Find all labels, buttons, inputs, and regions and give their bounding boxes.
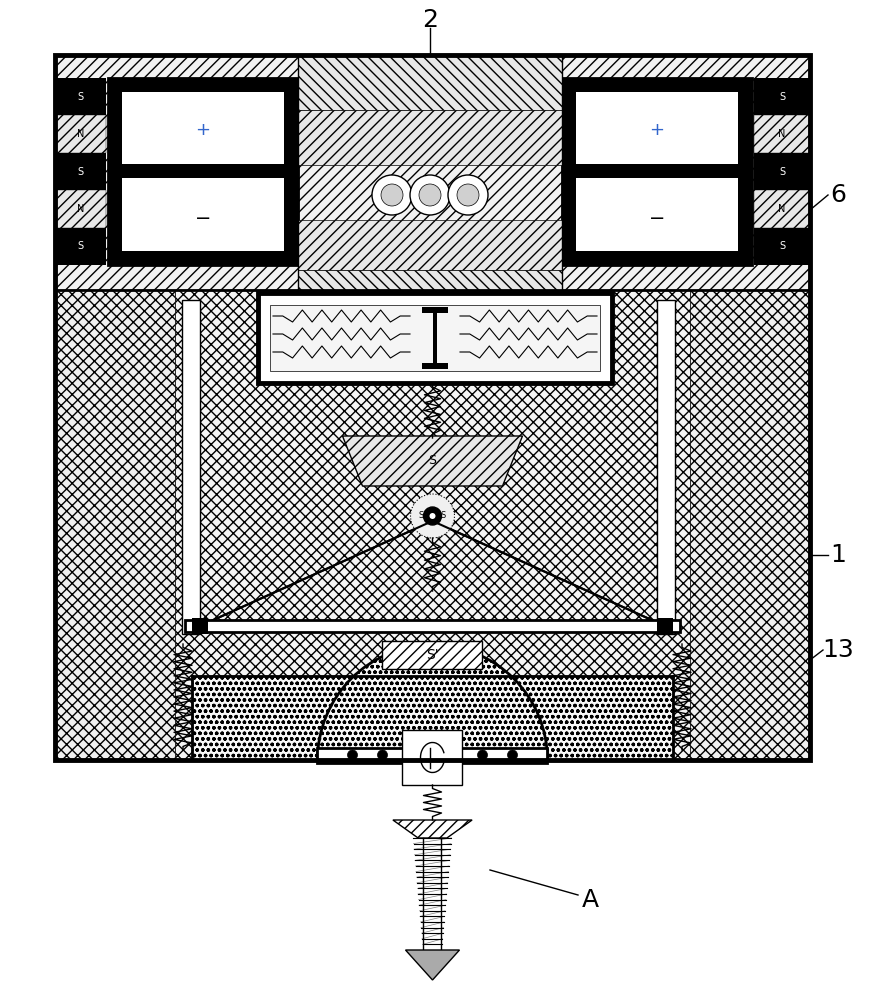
Bar [184, 620, 680, 632]
Bar [575, 92, 738, 164]
Bar [575, 178, 738, 250]
Circle shape [371, 175, 412, 215]
Text: −: − [648, 209, 665, 228]
Bar [402, 730, 462, 785]
Bar [284, 78, 298, 265]
Circle shape [423, 507, 441, 525]
Text: 2: 2 [421, 8, 437, 32]
Bar [191, 618, 208, 634]
Text: 13: 13 [821, 638, 853, 662]
Circle shape [410, 494, 454, 538]
Bar [382, 641, 482, 669]
Bar [421, 363, 448, 369]
Text: S: S [77, 241, 83, 251]
Bar [433, 307, 436, 369]
Bar [298, 220, 561, 270]
Bar [55, 115, 106, 153]
Bar [317, 748, 547, 763]
Text: S': S' [426, 648, 438, 662]
Bar [689, 290, 810, 760]
Bar [561, 251, 752, 265]
Circle shape [409, 175, 450, 215]
Circle shape [347, 750, 357, 760]
Circle shape [448, 175, 487, 215]
Circle shape [507, 750, 517, 760]
Polygon shape [405, 950, 459, 980]
Text: S: S [778, 92, 784, 102]
Bar [738, 78, 752, 265]
Bar [753, 228, 810, 265]
Circle shape [477, 750, 487, 760]
Bar [108, 78, 122, 265]
Text: N: N [777, 129, 785, 139]
Bar [175, 290, 689, 760]
Circle shape [457, 184, 479, 206]
Text: S: S [428, 454, 436, 468]
Text: +: + [649, 121, 664, 139]
Bar [108, 78, 298, 92]
Text: 6: 6 [829, 183, 845, 207]
Bar [561, 78, 752, 92]
Bar [561, 78, 575, 265]
Bar [122, 164, 284, 178]
Bar [298, 270, 561, 290]
Text: S: S [441, 512, 446, 520]
Text: N: N [76, 129, 84, 139]
Text: 1: 1 [829, 543, 845, 567]
Bar [55, 153, 106, 190]
Wedge shape [317, 645, 547, 760]
Polygon shape [342, 436, 522, 486]
Text: A: A [580, 888, 598, 912]
Bar [55, 290, 175, 760]
Text: −: − [195, 209, 211, 228]
Circle shape [429, 513, 435, 519]
Bar [656, 618, 673, 634]
Circle shape [380, 184, 402, 206]
Bar [258, 293, 611, 383]
Bar [298, 110, 561, 165]
Text: S: S [778, 167, 784, 177]
Bar [55, 55, 810, 760]
Circle shape [419, 184, 441, 206]
Bar [122, 92, 284, 164]
Bar [656, 300, 674, 634]
Text: S: S [77, 92, 83, 102]
Bar [55, 228, 106, 265]
Bar [55, 190, 106, 228]
Text: N: N [76, 204, 84, 214]
Polygon shape [392, 820, 471, 838]
Bar [191, 676, 673, 760]
Bar [108, 251, 298, 265]
Text: N: N [777, 204, 785, 214]
Bar [182, 300, 200, 634]
Bar [753, 78, 810, 115]
Bar [108, 78, 298, 265]
Bar [753, 190, 810, 228]
Text: S: S [77, 167, 83, 177]
Text: S: S [419, 512, 424, 520]
Bar [561, 78, 752, 265]
Bar [55, 78, 106, 115]
Bar [575, 164, 738, 178]
Text: +: + [195, 121, 210, 139]
Bar [753, 115, 810, 153]
Circle shape [377, 750, 387, 760]
Bar [298, 55, 561, 110]
Bar [122, 178, 284, 250]
Bar [753, 153, 810, 190]
Bar [270, 305, 600, 371]
Bar [421, 307, 448, 313]
Bar [55, 55, 810, 290]
Text: S: S [778, 241, 784, 251]
